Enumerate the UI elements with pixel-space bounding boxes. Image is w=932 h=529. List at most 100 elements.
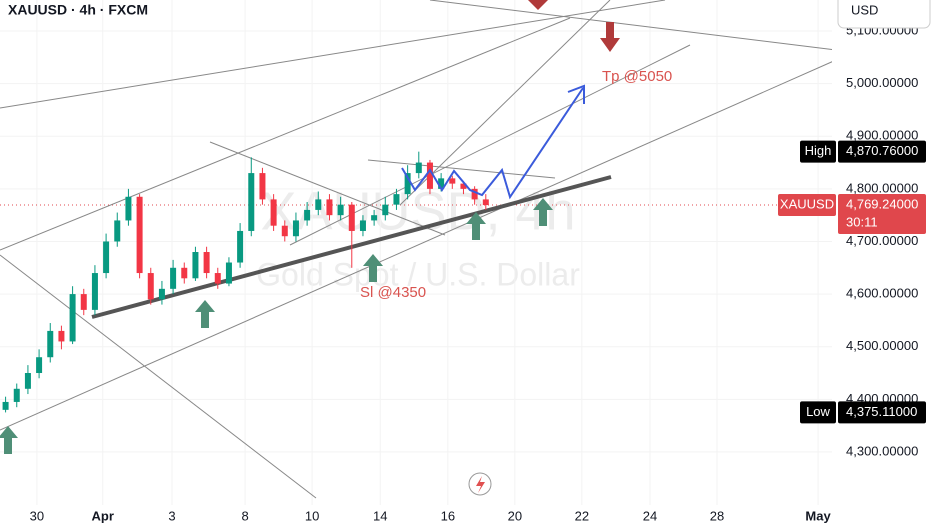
x-tick-label: 10	[305, 508, 319, 523]
y-tick-label: 4,900.00000	[846, 128, 918, 143]
candle-body	[147, 273, 154, 300]
candle-body	[415, 162, 422, 174]
candle-body	[270, 199, 277, 226]
price-badge-value: 4,870.76000	[846, 143, 918, 158]
price-badge-bg	[838, 140, 926, 163]
axes: 4,300.000004,400.000004,500.000004,600.0…	[30, 22, 926, 523]
candle-body	[393, 194, 400, 205]
candle-body	[170, 267, 177, 289]
candle-body	[24, 373, 31, 389]
x-tick-label: 14	[373, 508, 387, 523]
annotation: Tp @5050	[602, 68, 672, 85]
up-arrow	[0, 426, 18, 454]
watermark: XAUUSD, 4h Gold Spot / U.S. Dollar	[256, 181, 580, 292]
x-tick-label: 16	[441, 508, 455, 523]
candle-body	[248, 173, 255, 231]
replay-icon[interactable]	[468, 472, 492, 496]
candle-body	[426, 162, 433, 189]
trend-line	[399, 0, 611, 206]
price-badge-value: 4,375.11000	[846, 404, 917, 419]
x-tick-label: 24	[643, 508, 657, 523]
buy-arrows	[0, 198, 553, 454]
candle-body	[136, 196, 143, 274]
price-axis-bg	[832, 0, 932, 524]
price-badge-name-bg	[778, 194, 836, 217]
currency[interactable]: USD	[851, 2, 878, 17]
price-badge-name: High	[805, 143, 832, 158]
watermark-title: XAUUSD, 4h	[260, 181, 575, 241]
trend-line	[429, 0, 837, 51]
currency-box[interactable]	[837, 0, 931, 29]
candle-body	[326, 199, 333, 216]
price-badge-countdown: 30:11	[846, 214, 878, 229]
candle-body	[47, 330, 54, 358]
candle-body	[281, 225, 288, 237]
candle-body	[125, 196, 132, 221]
candle-body	[225, 262, 232, 284]
y-tick-label: 4,800.00000	[846, 180, 918, 195]
annotation: Sl @4350	[360, 284, 426, 301]
trend-line	[0, 17, 571, 251]
candle-body	[337, 204, 344, 216]
candle-body	[2, 401, 9, 410]
price-badge-bg	[838, 401, 926, 424]
trend-line	[367, 159, 556, 179]
x-tick-label: 20	[508, 508, 522, 523]
x-tick-label: 28	[710, 508, 724, 523]
trend-lines	[0, 0, 837, 499]
projection-path	[401, 87, 584, 200]
candle-body	[181, 267, 188, 279]
candle-body	[482, 199, 489, 206]
down-arrow	[528, 0, 548, 10]
candle-body	[438, 178, 445, 189]
up-arrow	[195, 300, 215, 328]
price-badge-value: 4,769.24000	[846, 196, 918, 211]
up-arrow	[533, 198, 553, 226]
y-tick-label: 4,300.00000	[846, 443, 918, 458]
candle-body	[237, 230, 244, 263]
trend-line	[0, 59, 837, 431]
candle-body	[471, 188, 478, 200]
candle-body	[382, 204, 389, 216]
candle-body	[13, 388, 20, 402]
y-tick-label: 4,700.00000	[846, 233, 918, 248]
x-tick-label: 8	[242, 508, 249, 523]
candle-body	[158, 288, 165, 300]
candle-body	[69, 294, 76, 342]
y-tick-label: 4,500.00000	[846, 338, 918, 353]
price-badge-name-bg	[800, 140, 836, 163]
icon-bolt[interactable]	[476, 476, 485, 493]
candle-body	[203, 252, 210, 274]
price-badge-name: Low	[806, 404, 830, 419]
candle-body	[359, 220, 366, 231]
x-tick-label: Apr	[92, 508, 114, 523]
chart-title: XAUUSD · 4h · FXCM	[8, 2, 148, 18]
candle-body	[259, 173, 266, 200]
candle-body	[214, 273, 221, 284]
x-tick-label: 22	[575, 508, 589, 523]
candles	[2, 151, 489, 413]
x-tick-label: 30	[30, 508, 44, 523]
up-arrow	[466, 212, 486, 240]
price-badge-name-bg	[800, 401, 836, 424]
candle-body	[58, 330, 65, 342]
candle-body	[315, 199, 322, 210]
candle-body	[460, 183, 467, 189]
trend-line	[0, 0, 666, 109]
candle-body	[348, 204, 355, 231]
price-badge-name: XAUUSD	[780, 196, 834, 211]
up-arrow	[363, 254, 383, 282]
grid	[0, 0, 832, 505]
candle-body	[103, 241, 110, 274]
candle-body	[36, 357, 43, 374]
candle-body	[192, 252, 199, 279]
candle-body	[449, 178, 456, 184]
y-tick-label: 4,600.00000	[846, 286, 918, 301]
x-tick-label: May	[805, 508, 831, 523]
watermark-subtitle: Gold Spot / U.S. Dollar	[256, 256, 580, 292]
x-tick-label: 3	[168, 508, 175, 523]
down-arrow	[600, 22, 620, 52]
candle-body	[304, 209, 311, 221]
